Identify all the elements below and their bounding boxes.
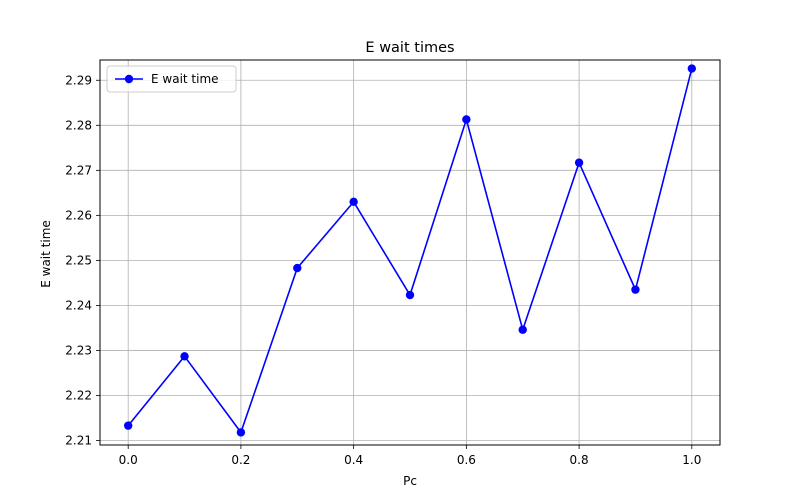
- x-tick-label: 0.6: [457, 453, 476, 467]
- y-tick-label: 2.22: [65, 388, 92, 402]
- x-axis-label: Pc: [403, 474, 417, 488]
- data-point: [574, 158, 584, 167]
- data-point: [405, 290, 415, 300]
- x-tick-label: 0.4: [344, 453, 363, 467]
- x-tick-label: 1.0: [682, 453, 701, 467]
- legend-label: E wait time: [151, 72, 219, 86]
- data-point: [687, 64, 697, 73]
- data-point: [462, 115, 471, 124]
- data-point: [236, 428, 246, 437]
- x-tick-label: 0.0: [119, 453, 138, 467]
- y-axis-label: E wait time: [39, 220, 53, 288]
- y-tick-label: 2.28: [65, 118, 92, 132]
- data-point: [123, 421, 133, 430]
- y-tick-label: 2.23: [65, 343, 92, 357]
- plot-area-frame: [99, 59, 721, 446]
- y-tick-label: 2.21: [65, 433, 92, 447]
- series-layer: [123, 64, 697, 437]
- grid: [100, 60, 720, 445]
- data-point: [293, 263, 302, 273]
- series-line: [127, 68, 693, 434]
- y-tick-label: 2.24: [65, 298, 92, 312]
- chart-title: E wait times: [365, 40, 454, 56]
- x-tick-label: 0.8: [570, 453, 589, 467]
- legend-box: [106, 65, 237, 93]
- data-point: [349, 197, 358, 207]
- legend: E wait time: [106, 65, 237, 93]
- data-point: [631, 285, 640, 294]
- legend-marker: [124, 74, 134, 84]
- y-tick-label: 2.27: [65, 163, 92, 177]
- data-point: [180, 352, 189, 361]
- y-tick-label: 2.26: [65, 208, 92, 222]
- data-point: [518, 325, 527, 334]
- y-tick-label: 2.25: [65, 253, 92, 267]
- x-tick-label: 0.2: [231, 453, 250, 467]
- axis-ticks: 0.0 0.2 0.4 0.6 0.8 1.0 2.21 2.22 2.23 2.24 2.25 2.…: [65, 73, 701, 467]
- y-tick-label: 2.29: [65, 73, 92, 87]
